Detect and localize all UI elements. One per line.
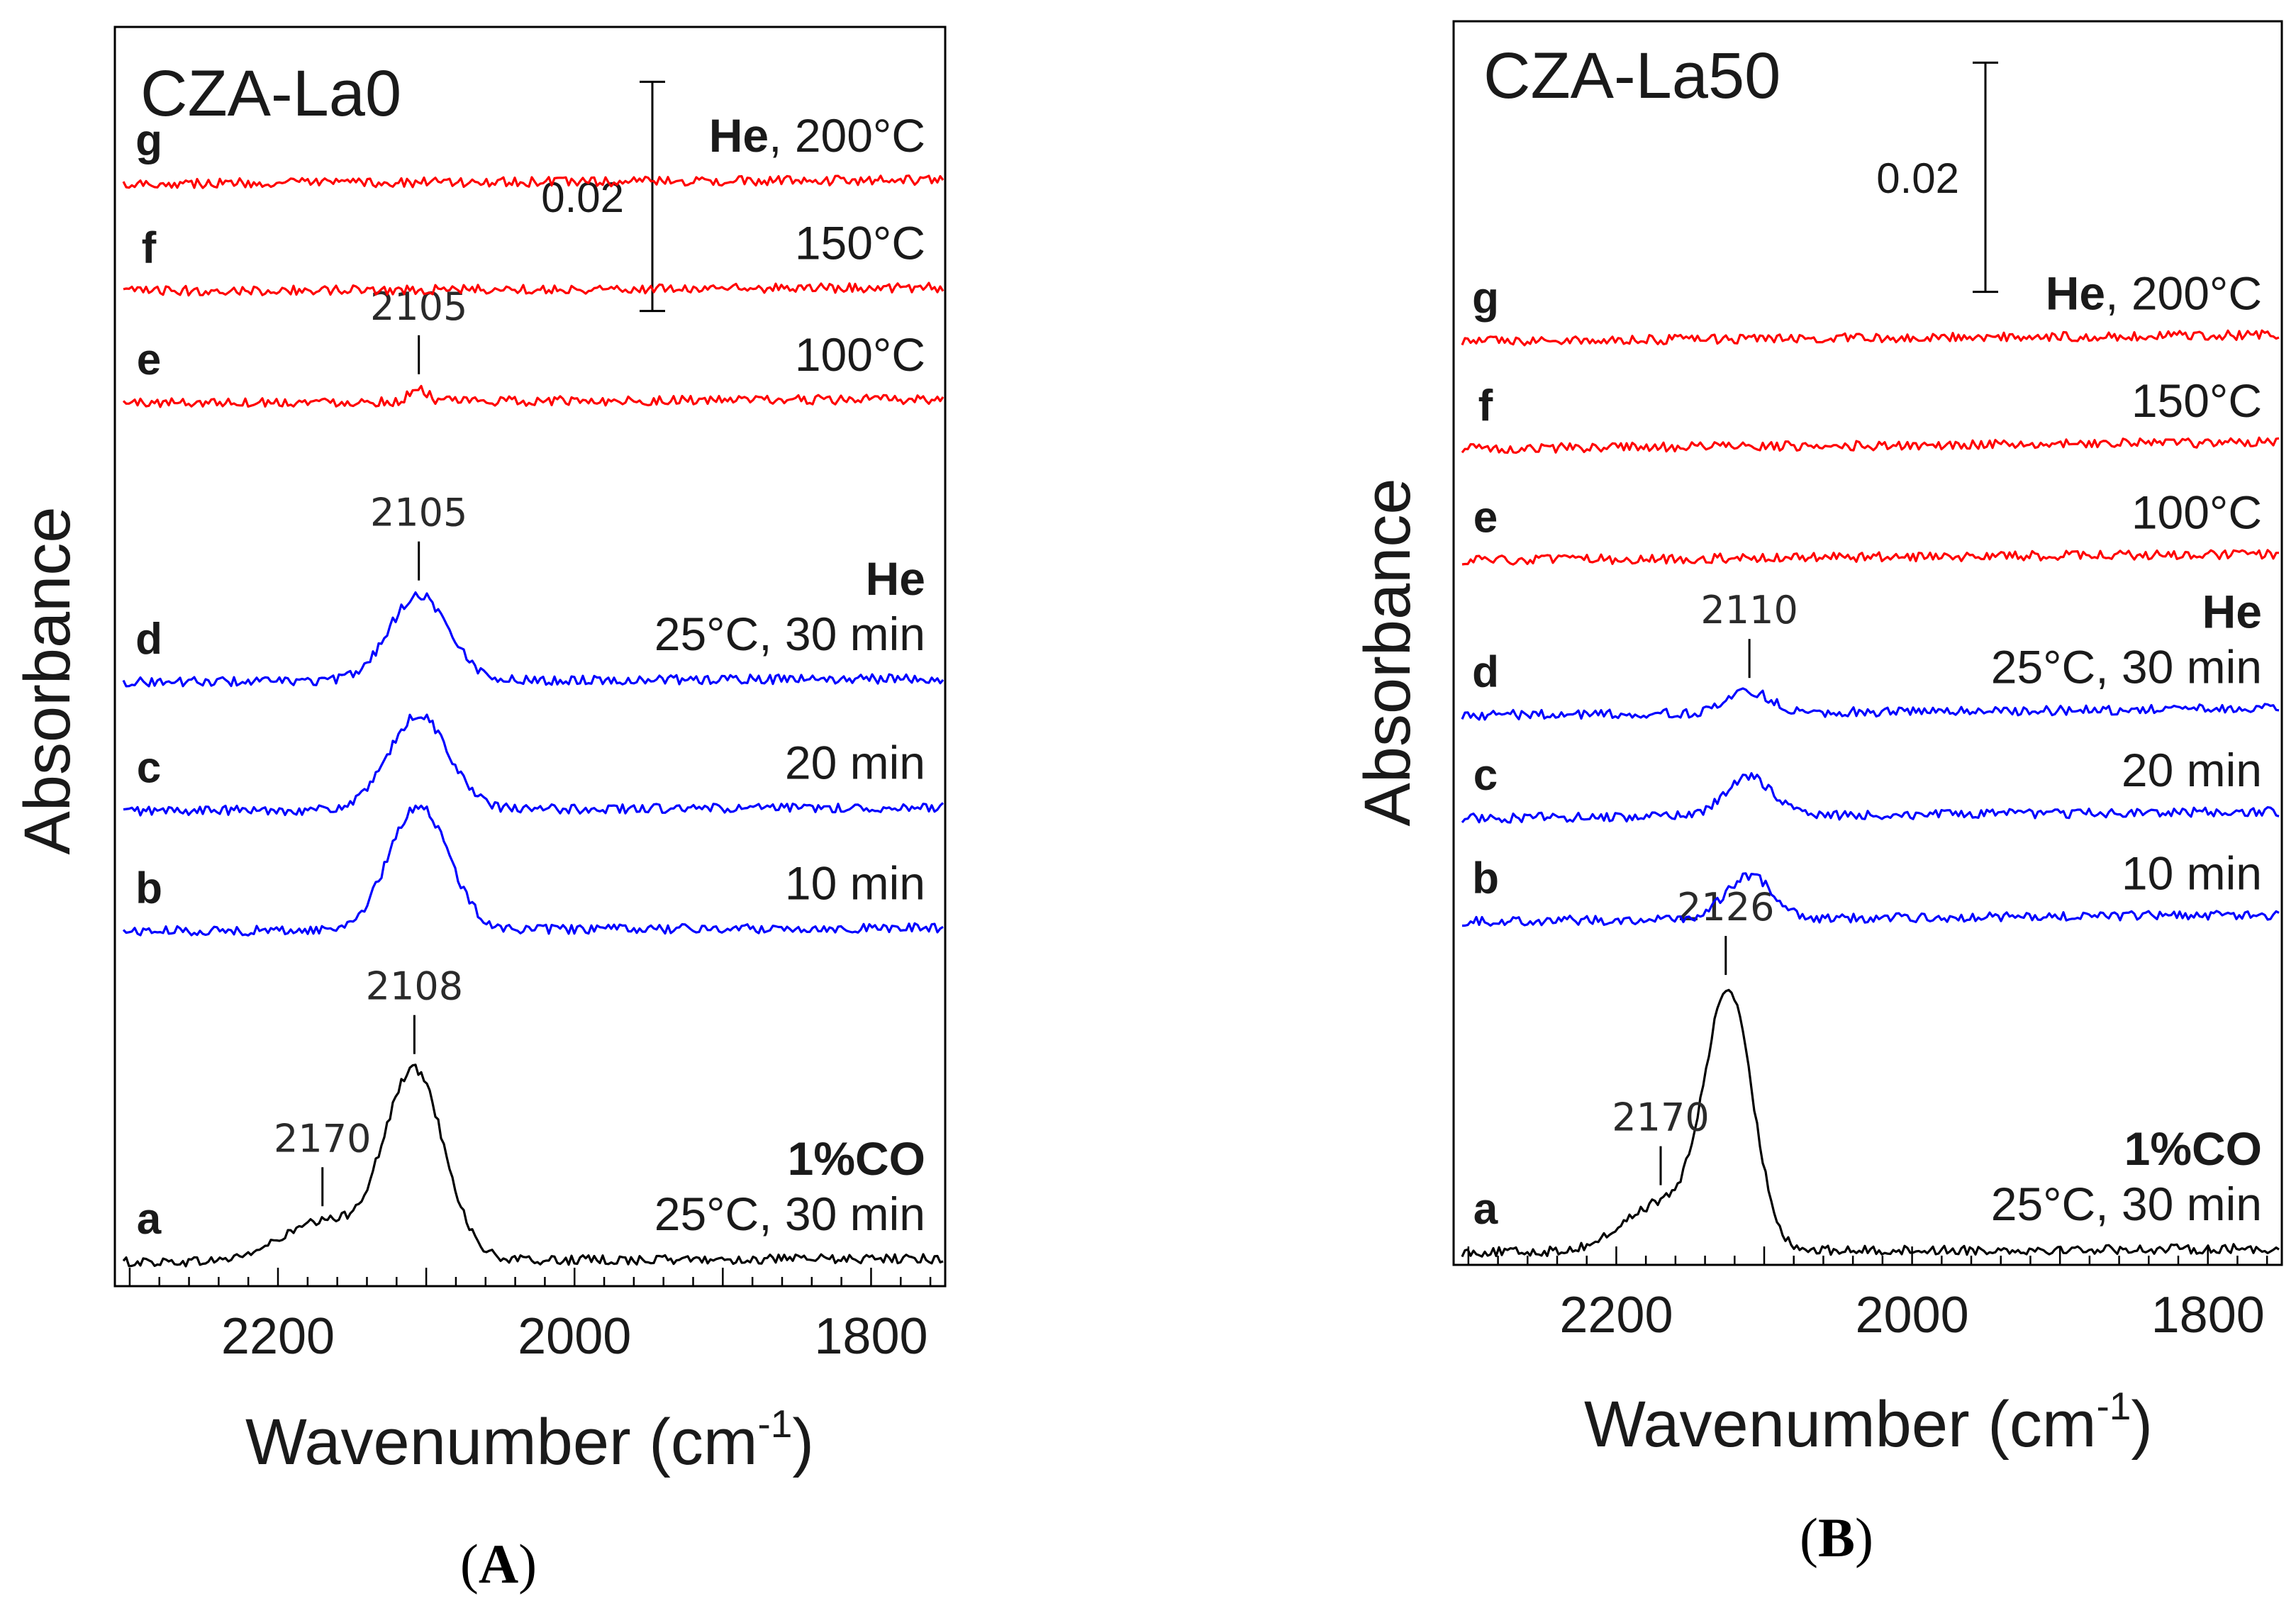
- spectrum-c: [123, 713, 944, 817]
- caption-letter: A: [479, 1533, 518, 1595]
- chart-panel-b: 2200 2000 1800 CZA-La50 0.02 Absorbance Wavenu…: [1352, 20, 2283, 1568]
- y-axis-label: Absorbance: [1352, 479, 1424, 827]
- peak-label-2170: 2170: [1612, 1095, 1709, 1140]
- curve-label-b: b: [135, 864, 162, 912]
- condition-text-e: 100°C: [795, 328, 925, 381]
- spectrum-c: [1461, 772, 2280, 824]
- curve-label-d: d: [1472, 648, 1499, 697]
- panel-caption: (B): [1800, 1507, 1873, 1568]
- condition-text-f: 150°C: [2131, 374, 2262, 427]
- plot-frame: [113, 26, 947, 1288]
- x-tick-label: 1800: [814, 1308, 927, 1365]
- scale-bar-label: 0.02: [541, 174, 624, 221]
- condition-text-d: 25°C, 30 min: [1991, 641, 2262, 693]
- panel-title: CZA-La50: [1483, 40, 1780, 112]
- x-tick-label: 2200: [221, 1308, 335, 1365]
- caption-paren-close: ): [1855, 1507, 1873, 1568]
- peak-label-2170: 2170: [274, 1116, 371, 1161]
- caption-paren-open: (: [1800, 1507, 1818, 1568]
- condition-text-g: He, 200°C: [709, 109, 925, 162]
- peak-label-2105: 2105: [370, 491, 467, 535]
- x-axis-label-sup: -1: [2096, 1384, 2131, 1428]
- curve-label-f: f: [1478, 381, 1493, 430]
- condition-temp-g: , 200°C: [2105, 267, 2262, 319]
- peak-label-2110: 2110: [1700, 588, 1798, 632]
- x-axis-label: Wavenumber (cm-1): [245, 1402, 814, 1478]
- caption-paren-close: ): [518, 1533, 537, 1595]
- x-axis-label-close: ): [792, 1406, 814, 1478]
- condition-text-e: 100°C: [2131, 486, 2262, 538]
- spectrum-d: [1461, 687, 2280, 721]
- condition-text-d: He: [866, 552, 925, 605]
- curve-label-e: e: [1473, 493, 1498, 542]
- spectrum-e: [122, 384, 944, 408]
- spectrum-d: [122, 591, 944, 688]
- condition-text-d: He: [2202, 586, 2262, 638]
- spectrum-g: [122, 174, 944, 189]
- spectrum-f: [123, 281, 944, 297]
- x-tick-label: 2200: [1559, 1287, 1673, 1344]
- condition-text-b: 10 min: [785, 856, 925, 909]
- curve-label-a: a: [1473, 1185, 1498, 1234]
- condition-text-c: 20 min: [2122, 744, 2262, 796]
- condition-text-d: 25°C, 30 min: [654, 608, 925, 660]
- curve-label-c: c: [1473, 751, 1498, 800]
- condition-gas-g: He: [709, 109, 769, 162]
- panel-caption: (A): [460, 1533, 537, 1595]
- condition-gas-g: He: [2046, 267, 2105, 319]
- condition-text-a: 1%CO: [788, 1132, 925, 1185]
- spectrum-g: [1461, 329, 2280, 347]
- curve-label-d: d: [135, 615, 162, 664]
- condition-text-a: 25°C, 30 min: [1991, 1178, 2262, 1230]
- spectrum-e: [1461, 549, 2280, 566]
- x-tick-label: 2000: [518, 1308, 631, 1365]
- condition-text-a: 1%CO: [2124, 1122, 2262, 1175]
- curve-label-a: a: [137, 1195, 162, 1244]
- curve-label-g: g: [135, 116, 162, 165]
- spectrum-b: [1461, 872, 2280, 927]
- spectrum-f: [1461, 436, 2280, 454]
- chart-panel-a: 2200 2000 1800 CZA-La0 0.02 Absorbance Wavenum…: [11, 26, 947, 1595]
- spectrum-b: [122, 804, 944, 937]
- scale-bar-label: 0.02: [1876, 155, 1959, 202]
- x-axis-label-close: ): [2131, 1388, 2153, 1461]
- x-tick-label: 1800: [2151, 1287, 2265, 1344]
- peak-label-2108: 2108: [366, 964, 463, 1009]
- plot-frame: [1452, 20, 2283, 1266]
- condition-text-a: 25°C, 30 min: [654, 1188, 925, 1240]
- curve-label-b: b: [1472, 854, 1499, 903]
- condition-temp-g: , 200°C: [769, 109, 925, 162]
- spectrum-a: [122, 1064, 944, 1268]
- condition-text-c: 20 min: [785, 737, 925, 789]
- caption-paren-open: (: [460, 1533, 479, 1595]
- curve-label-e: e: [137, 335, 161, 384]
- x-axis-label: Wavenumber (cm-1): [1584, 1384, 2153, 1461]
- panel-title: CZA-La0: [140, 57, 401, 130]
- curve-label-g: g: [1472, 274, 1499, 323]
- condition-text-b: 10 min: [2122, 847, 2262, 899]
- x-tick-label: 2000: [1855, 1287, 1968, 1344]
- condition-text-f: 150°C: [795, 216, 925, 269]
- spectrum-a: [1461, 988, 2280, 1258]
- curve-label-c: c: [137, 744, 161, 793]
- condition-text-g: He, 200°C: [2046, 267, 2262, 319]
- x-axis-label-main: Wavenumber (cm: [245, 1406, 758, 1478]
- x-axis-label-sup: -1: [757, 1402, 792, 1446]
- y-axis-label: Absorbance: [11, 507, 84, 855]
- x-axis-label-main: Wavenumber (cm: [1584, 1388, 2097, 1461]
- caption-letter: B: [1818, 1507, 1855, 1568]
- curve-label-f: f: [142, 223, 157, 272]
